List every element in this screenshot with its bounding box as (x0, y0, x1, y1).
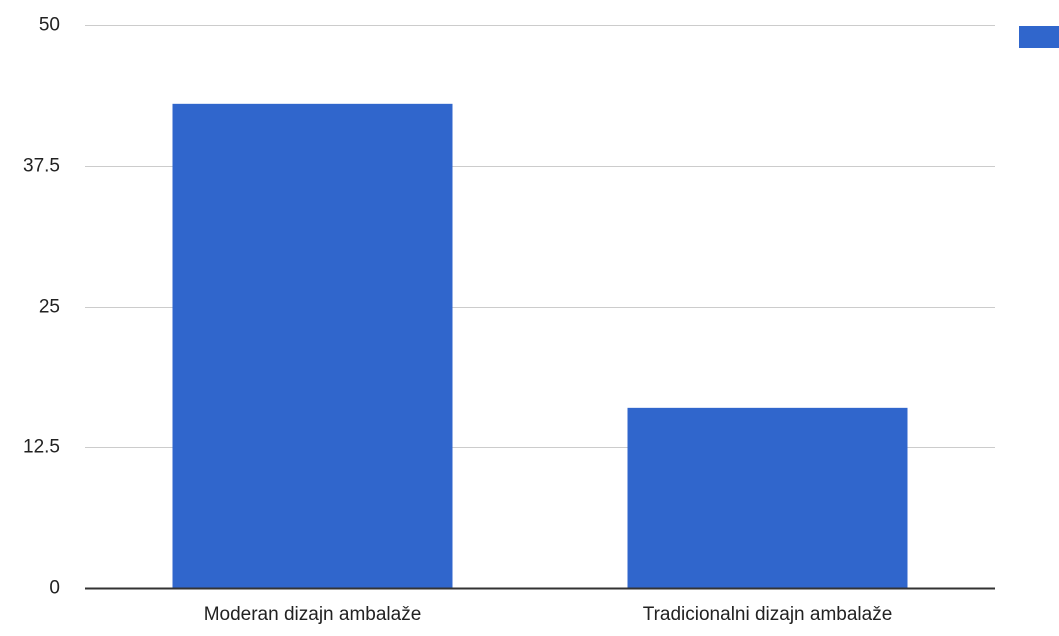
legend (1019, 26, 1059, 48)
bar (627, 407, 908, 588)
y-tick-label: 50 (39, 15, 60, 36)
x-axis: Moderan dizajn ambalaže Tradicionalni diz… (204, 604, 893, 625)
y-tick-label: 12.5 (23, 437, 60, 458)
y-tick-label: 25 (39, 297, 60, 318)
y-axis: 0 12.5 25 37.5 50 (23, 15, 995, 599)
bar (172, 103, 453, 588)
x-category-label: Tradicionalni dizajn ambalaže (643, 604, 893, 625)
x-category-label: Moderan dizajn ambalaže (204, 604, 422, 625)
y-tick-label: 37.5 (23, 156, 60, 177)
y-tick-label: 0 (49, 578, 60, 599)
bars (172, 103, 908, 588)
legend-swatch (1019, 26, 1059, 48)
